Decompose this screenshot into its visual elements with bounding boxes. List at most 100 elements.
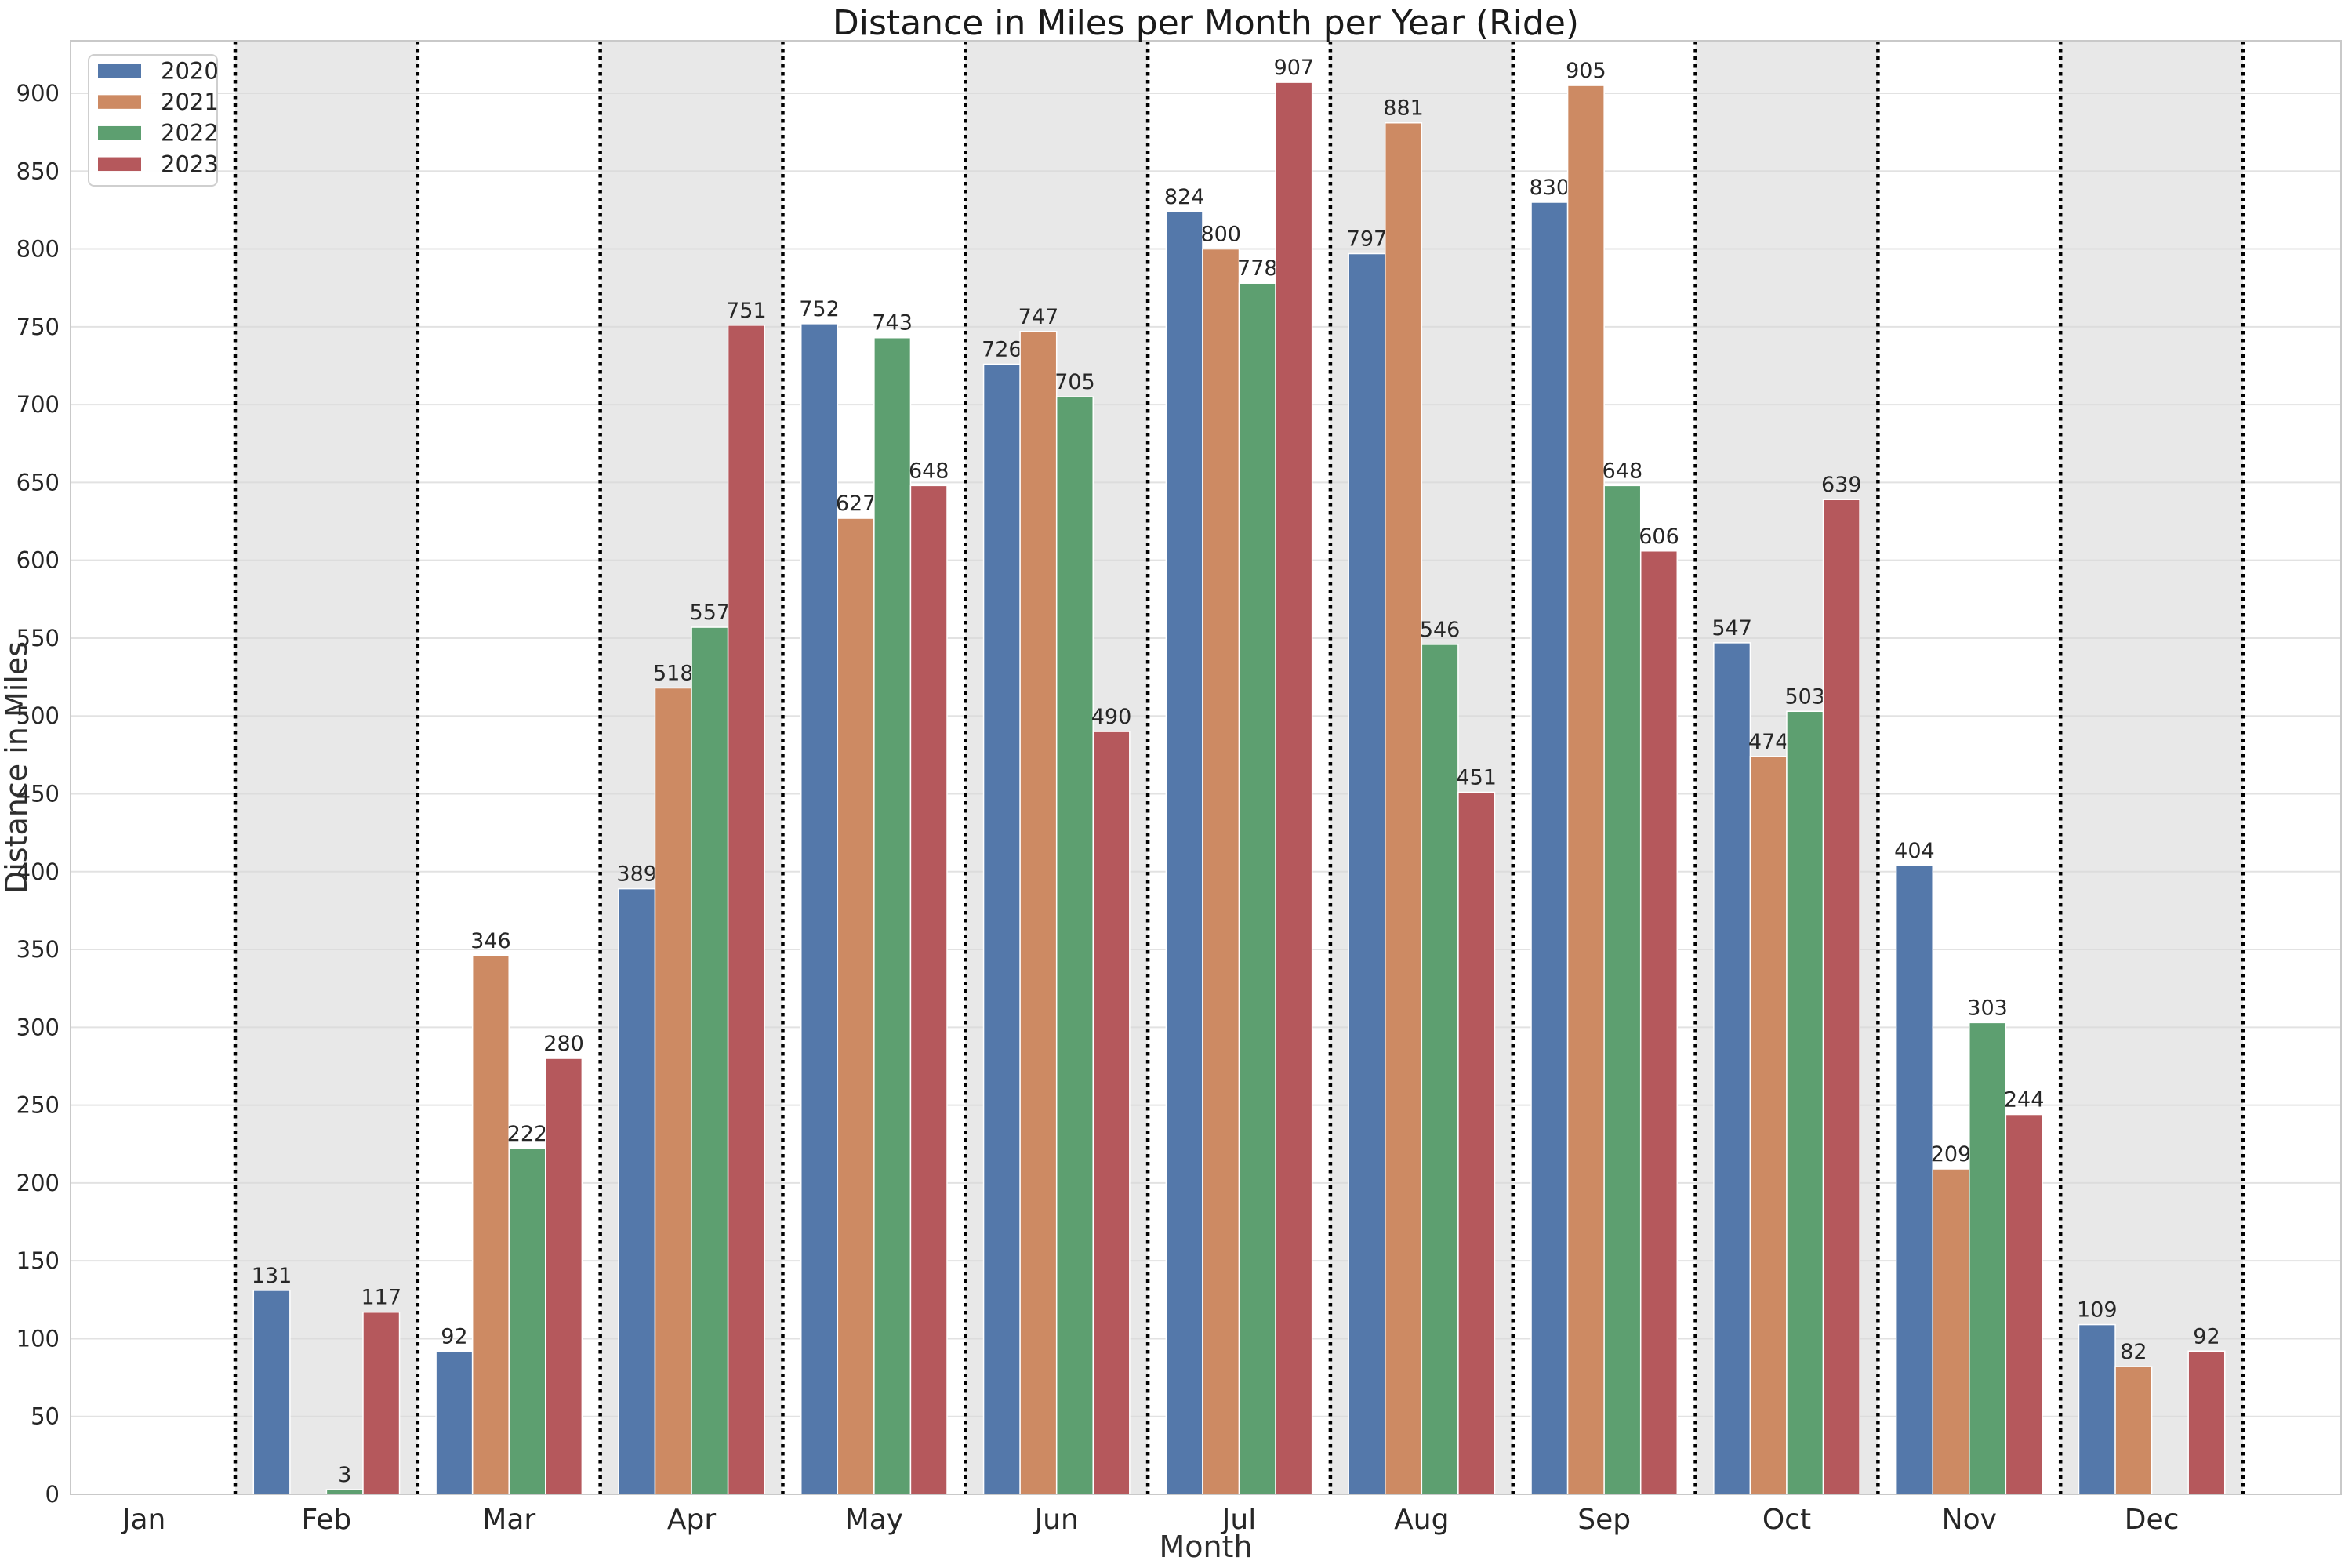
bar-2023-Aug: [1457, 791, 1496, 1495]
y-tick-label: 700: [16, 391, 60, 418]
bar-value-label: 117: [361, 1286, 401, 1310]
y-tick-label: 850: [16, 158, 60, 184]
x-tick-label: Dec: [2125, 1504, 2180, 1536]
bar-2022-Sep: [1603, 485, 1642, 1495]
x-tick-label: Sep: [1577, 1504, 1631, 1536]
bar-2021-Jun: [1019, 331, 1058, 1495]
bar-value-label: 3: [338, 1463, 351, 1487]
bar-value-label: 389: [616, 862, 657, 887]
bar-2023-Jun: [1092, 731, 1131, 1495]
y-tick-label: 250: [16, 1092, 60, 1119]
bar-2023-Oct: [1822, 499, 1860, 1495]
y-tick-label: 50: [31, 1403, 60, 1430]
bar-value-label: 557: [690, 601, 731, 625]
bar-value-label: 752: [799, 297, 840, 321]
bar-2021-Sep: [1566, 85, 1605, 1495]
bar-2023-Feb: [362, 1311, 401, 1495]
y-tick-label: 900: [16, 80, 60, 107]
legend-swatch-2023: [98, 157, 141, 172]
bar-2022-Nov: [1969, 1022, 2007, 1495]
axes: 0 50 100 150 200 250 300 350 400 450 500 550 600 650 7…: [16, 40, 2342, 1536]
bar-2023-May: [909, 485, 948, 1495]
y-tick-label: 800: [16, 236, 60, 263]
y-tick-label: 150: [16, 1247, 60, 1274]
y-tick-label: 350: [16, 936, 60, 963]
bar-2020-Jul: [1165, 211, 1203, 1495]
bar-value-label: 244: [2004, 1088, 2045, 1112]
bar-value-label: 503: [1784, 684, 1825, 709]
bar-2022-Aug: [1421, 644, 1459, 1495]
bar-2021-Aug: [1385, 122, 1423, 1495]
bar-2022-May: [873, 336, 912, 1495]
y-tick-label: 750: [16, 314, 60, 340]
x-tick-label: Feb: [302, 1504, 352, 1536]
bar-value-label: 881: [1383, 96, 1424, 121]
bar-value-label: 905: [1566, 59, 1606, 83]
bar-2021-Jul: [1202, 248, 1240, 1495]
y-tick-label: 300: [16, 1014, 60, 1040]
y-tick-label: 200: [16, 1170, 60, 1196]
y-axis-label: Distance in Miles: [0, 641, 34, 894]
x-tick-label: Jun: [1033, 1504, 1079, 1536]
y-tick-label: 500: [16, 702, 60, 729]
bar-2023-Apr: [727, 325, 765, 1495]
bar-2023-Mar: [545, 1058, 583, 1495]
x-tick-label: Jan: [121, 1504, 166, 1536]
legend-label-2022: 2022: [161, 120, 219, 147]
bar-value-label: 546: [1420, 618, 1461, 642]
y-tick-label: 450: [16, 781, 60, 808]
bar-value-label: 82: [2120, 1340, 2147, 1364]
bar-2022-Oct: [1786, 710, 1824, 1495]
bar-2021-Oct: [1749, 756, 1788, 1495]
bar-value-label: 751: [726, 299, 767, 323]
bar-2022-Jul: [1238, 282, 1276, 1495]
bar-value-label: 705: [1054, 370, 1095, 394]
bar-value-label: 404: [1894, 839, 1935, 863]
y-tick-label: 650: [16, 469, 60, 495]
legend-swatch-2020: [98, 64, 141, 78]
bar-value-label: 800: [1200, 223, 1241, 247]
bar-2021-Nov: [1932, 1168, 1970, 1495]
bar-value-label: 606: [1639, 524, 1679, 549]
bar-value-label: 830: [1530, 176, 1570, 200]
bar-2020-May: [800, 323, 839, 1495]
bar-2023-Sep: [1639, 550, 1679, 1495]
bar-2022-Jun: [1055, 396, 1094, 1495]
bar-value-label: 547: [1711, 616, 1752, 641]
legend-label-2020: 2020: [161, 58, 219, 85]
x-tick-label: Mar: [482, 1504, 535, 1536]
x-tick-label: Apr: [667, 1504, 716, 1536]
bar-value-label: 92: [2193, 1324, 2220, 1348]
legend-label-2021: 2021: [161, 89, 219, 115]
bar-2020-Mar: [435, 1350, 474, 1495]
bar-value-label: 209: [1931, 1142, 1972, 1167]
x-tick-label: Jul: [1221, 1504, 1256, 1536]
bar-value-label: 474: [1748, 730, 1789, 754]
bar-value-label: 451: [1456, 766, 1497, 790]
bar-value-label: 648: [909, 459, 949, 483]
bar-value-label: 907: [1274, 56, 1315, 80]
bar-value-label: 797: [1347, 227, 1388, 252]
month-band: [2060, 41, 2244, 1494]
bar-2021-Dec: [2114, 1366, 2153, 1495]
x-tick-label: Oct: [1762, 1504, 1811, 1536]
bars: 131 92 389 752 726 824 797 830 547 404 109 346 518 62…: [252, 56, 2226, 1495]
legend-swatch-2021: [98, 95, 141, 109]
bar-2020-Apr: [618, 887, 656, 1495]
bar-value-label: 627: [836, 492, 877, 516]
bar-value-label: 109: [2077, 1298, 2118, 1323]
bar-value-label: 303: [1967, 996, 2008, 1020]
x-tick-label: Nov: [1942, 1504, 1997, 1536]
bar-value-label: 222: [507, 1122, 548, 1146]
y-tick-label: 100: [16, 1325, 60, 1352]
legend-swatch-2022: [98, 125, 141, 140]
bar-value-label: 518: [653, 661, 694, 685]
bar-2021-May: [837, 517, 875, 1495]
bar-2020-Sep: [1530, 201, 1569, 1495]
bar-2021-Mar: [471, 955, 510, 1495]
y-tick-label: 600: [16, 547, 60, 574]
bar-value-label: 280: [543, 1032, 584, 1056]
bar-value-label: 824: [1164, 185, 1205, 209]
bar-value-label: 747: [1018, 305, 1059, 329]
